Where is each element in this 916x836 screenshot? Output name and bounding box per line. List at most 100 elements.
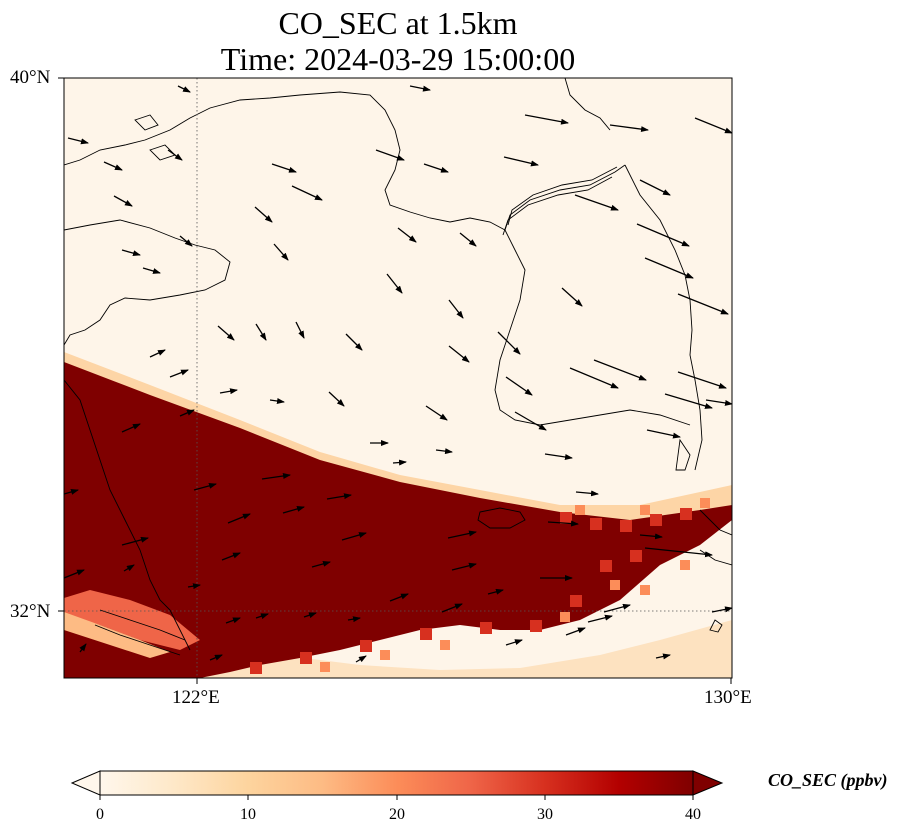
- wind-arrow: [425, 405, 448, 421]
- colorbar: [70, 770, 724, 800]
- wind-arrow: [219, 388, 238, 395]
- wind-arrow: [603, 603, 631, 613]
- wind-arrow: [447, 530, 477, 539]
- wind-arrow: [269, 398, 285, 404]
- wind-arrow: [646, 429, 681, 439]
- wind-arrow: [221, 552, 241, 561]
- wind-arrow: [664, 393, 713, 409]
- wind-arrow: [505, 376, 533, 396]
- wind-arrow: [574, 194, 619, 211]
- wind-arrow: [639, 179, 671, 196]
- wind-arrow: [291, 185, 323, 201]
- wind-arrow: [303, 612, 317, 619]
- colorbar-gradient: [100, 771, 693, 795]
- wind-arrow: [644, 257, 694, 279]
- wind-arrow: [514, 411, 547, 431]
- wind-arrow: [392, 459, 407, 466]
- wind-arrow: [121, 536, 149, 546]
- wind-arrow: [255, 613, 269, 620]
- wind-arrow: [328, 391, 345, 407]
- gridlines: [64, 78, 732, 678]
- wind-arrow: [694, 117, 732, 134]
- wind-arrow: [271, 163, 297, 173]
- colorbar-extend-low: [70, 770, 101, 796]
- wind-arrow: [345, 333, 363, 351]
- colorbar-extend-high: [692, 770, 724, 796]
- map-time: Time: 2024-03-29 15:00:00: [220, 41, 576, 77]
- lon-tick-122: 122°E: [172, 687, 220, 708]
- colorbar-label: CO_SEC (ppbv): [768, 770, 888, 790]
- wind-arrow: [505, 639, 523, 646]
- wind-arrow: [169, 369, 189, 378]
- wind-arrow: [64, 569, 85, 579]
- wind-arrow: [677, 371, 727, 389]
- wind-arrow: [711, 606, 732, 613]
- wind-arrow: [389, 593, 409, 602]
- wind-arrow: [167, 149, 183, 161]
- wind-arrow: [497, 331, 521, 355]
- wind-arrow: [705, 399, 732, 406]
- wind-arrow: [655, 653, 671, 660]
- lat-tick-40: 40°N: [10, 67, 51, 88]
- colorbar-tick-40: 40: [685, 806, 701, 823]
- wind-arrow: [227, 513, 251, 524]
- wind-arrow: [67, 137, 89, 145]
- wind-arrow: [565, 627, 586, 636]
- wind-arrow: [347, 616, 361, 623]
- colorbar-tick-30: 30: [537, 806, 553, 823]
- wind-arrow: [179, 235, 193, 247]
- wind-arrow: [459, 232, 477, 247]
- lat-tick-32: 32°N: [10, 601, 51, 622]
- wind-arrow: [487, 588, 504, 595]
- wind-arrow: [142, 267, 161, 274]
- coastlines: [64, 78, 732, 656]
- wind-arrow: [123, 564, 135, 572]
- wind-arrow: [177, 85, 191, 93]
- wind-arrow: [341, 532, 367, 541]
- wind-arrow: [225, 617, 241, 624]
- wind-arrow: [355, 655, 367, 663]
- wind-arrow: [524, 114, 569, 125]
- wind-arrow: [639, 533, 663, 540]
- wind-arrow: [644, 547, 713, 558]
- wind-arrow: [311, 560, 331, 568]
- wind-arrow: [423, 163, 449, 173]
- wind-arrow: [451, 562, 477, 571]
- wind-arrow: [375, 149, 405, 161]
- map-plot-area: [64, 78, 732, 678]
- wind-arrow: [587, 614, 613, 623]
- wind-arrow: [64, 489, 79, 495]
- wind-arrow: [193, 482, 217, 491]
- wind-arrow: [282, 506, 305, 514]
- wind-arrow: [609, 124, 649, 133]
- wind-vectors: [64, 85, 732, 663]
- wind-arrow: [326, 493, 352, 500]
- wind-arrow: [121, 249, 141, 257]
- wind-arrow: [441, 603, 463, 613]
- colorbar-tick-10: 10: [240, 806, 256, 823]
- wind-arrow: [677, 293, 729, 315]
- wind-arrow: [386, 273, 403, 294]
- axis-tick-marks: [58, 77, 732, 684]
- wind-arrow: [149, 349, 166, 358]
- concentration-band-high: [64, 362, 732, 678]
- plot-frame: [63, 77, 733, 679]
- wind-arrow: [409, 85, 431, 92]
- wind-arrow: [593, 359, 647, 381]
- wind-arrow: [273, 243, 289, 261]
- wind-arrow: [261, 473, 291, 480]
- concentration-band-inner-light: [64, 590, 200, 650]
- wind-arrow: [209, 654, 223, 661]
- wind-arrow: [254, 206, 273, 223]
- wind-arrow: [217, 325, 235, 341]
- wind-arrow: [448, 345, 470, 363]
- colorbar-tick-20: 20: [389, 806, 405, 823]
- wind-arrow: [79, 643, 87, 653]
- band-edge-pixels: [250, 508, 692, 674]
- wind-arrow: [575, 490, 599, 497]
- wind-arrow: [569, 367, 619, 389]
- wind-arrow: [187, 583, 201, 590]
- wind-arrow: [295, 321, 305, 339]
- wind-arrow: [547, 520, 579, 527]
